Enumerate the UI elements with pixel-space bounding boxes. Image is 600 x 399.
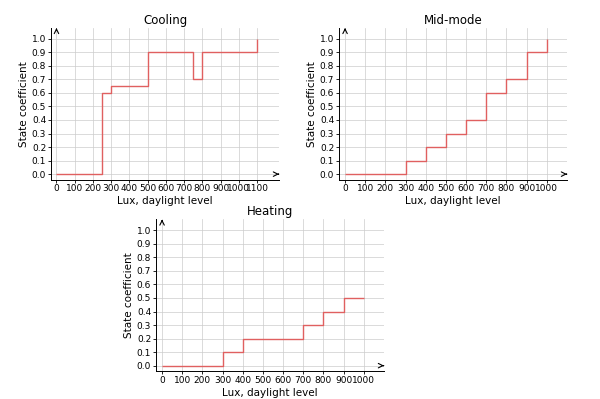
Y-axis label: State coefficient: State coefficient (307, 61, 317, 146)
Y-axis label: State coefficient: State coefficient (19, 61, 29, 146)
Title: Mid-mode: Mid-mode (424, 14, 482, 27)
Title: Heating: Heating (247, 205, 293, 218)
Title: Cooling: Cooling (143, 14, 187, 27)
Y-axis label: State coefficient: State coefficient (124, 253, 134, 338)
X-axis label: Lux, daylight level: Lux, daylight level (222, 388, 318, 398)
X-axis label: Lux, daylight level: Lux, daylight level (405, 196, 501, 206)
X-axis label: Lux, daylight level: Lux, daylight level (117, 196, 213, 206)
